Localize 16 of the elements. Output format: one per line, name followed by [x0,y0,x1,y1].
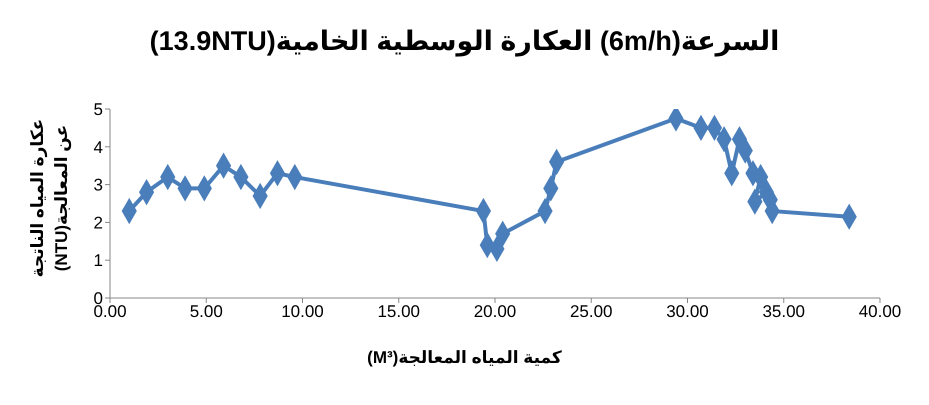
x-tick-label: 10.00 [281,302,324,322]
y-tick-label: 4 [94,138,103,157]
x-tick-label: 40.00 [858,302,902,322]
chart-title: السرعة(6m/h) العكارة الوسطية الخامية(13.9NTU) [148,26,780,57]
y-tick-label: 5 [94,100,103,120]
x-tick-label: 5.00 [190,302,223,322]
x-tick-label: 15.00 [377,302,420,322]
x-tick-label: 25.00 [570,302,613,322]
y-tick-label: 1 [94,251,103,270]
x-tick-label: 30.00 [666,302,709,322]
y-tick-label: 2 [94,213,103,232]
y-axis-title: عكارة المياه الناتجة عن المعالجة(NTU) [27,118,72,280]
y-tick-label: 3 [94,176,103,195]
x-axis-title: كمية المياه المعالجة(M³) [366,348,563,368]
x-tick-label: 35.00 [762,302,806,322]
x-tick-label: 20.00 [474,302,516,322]
